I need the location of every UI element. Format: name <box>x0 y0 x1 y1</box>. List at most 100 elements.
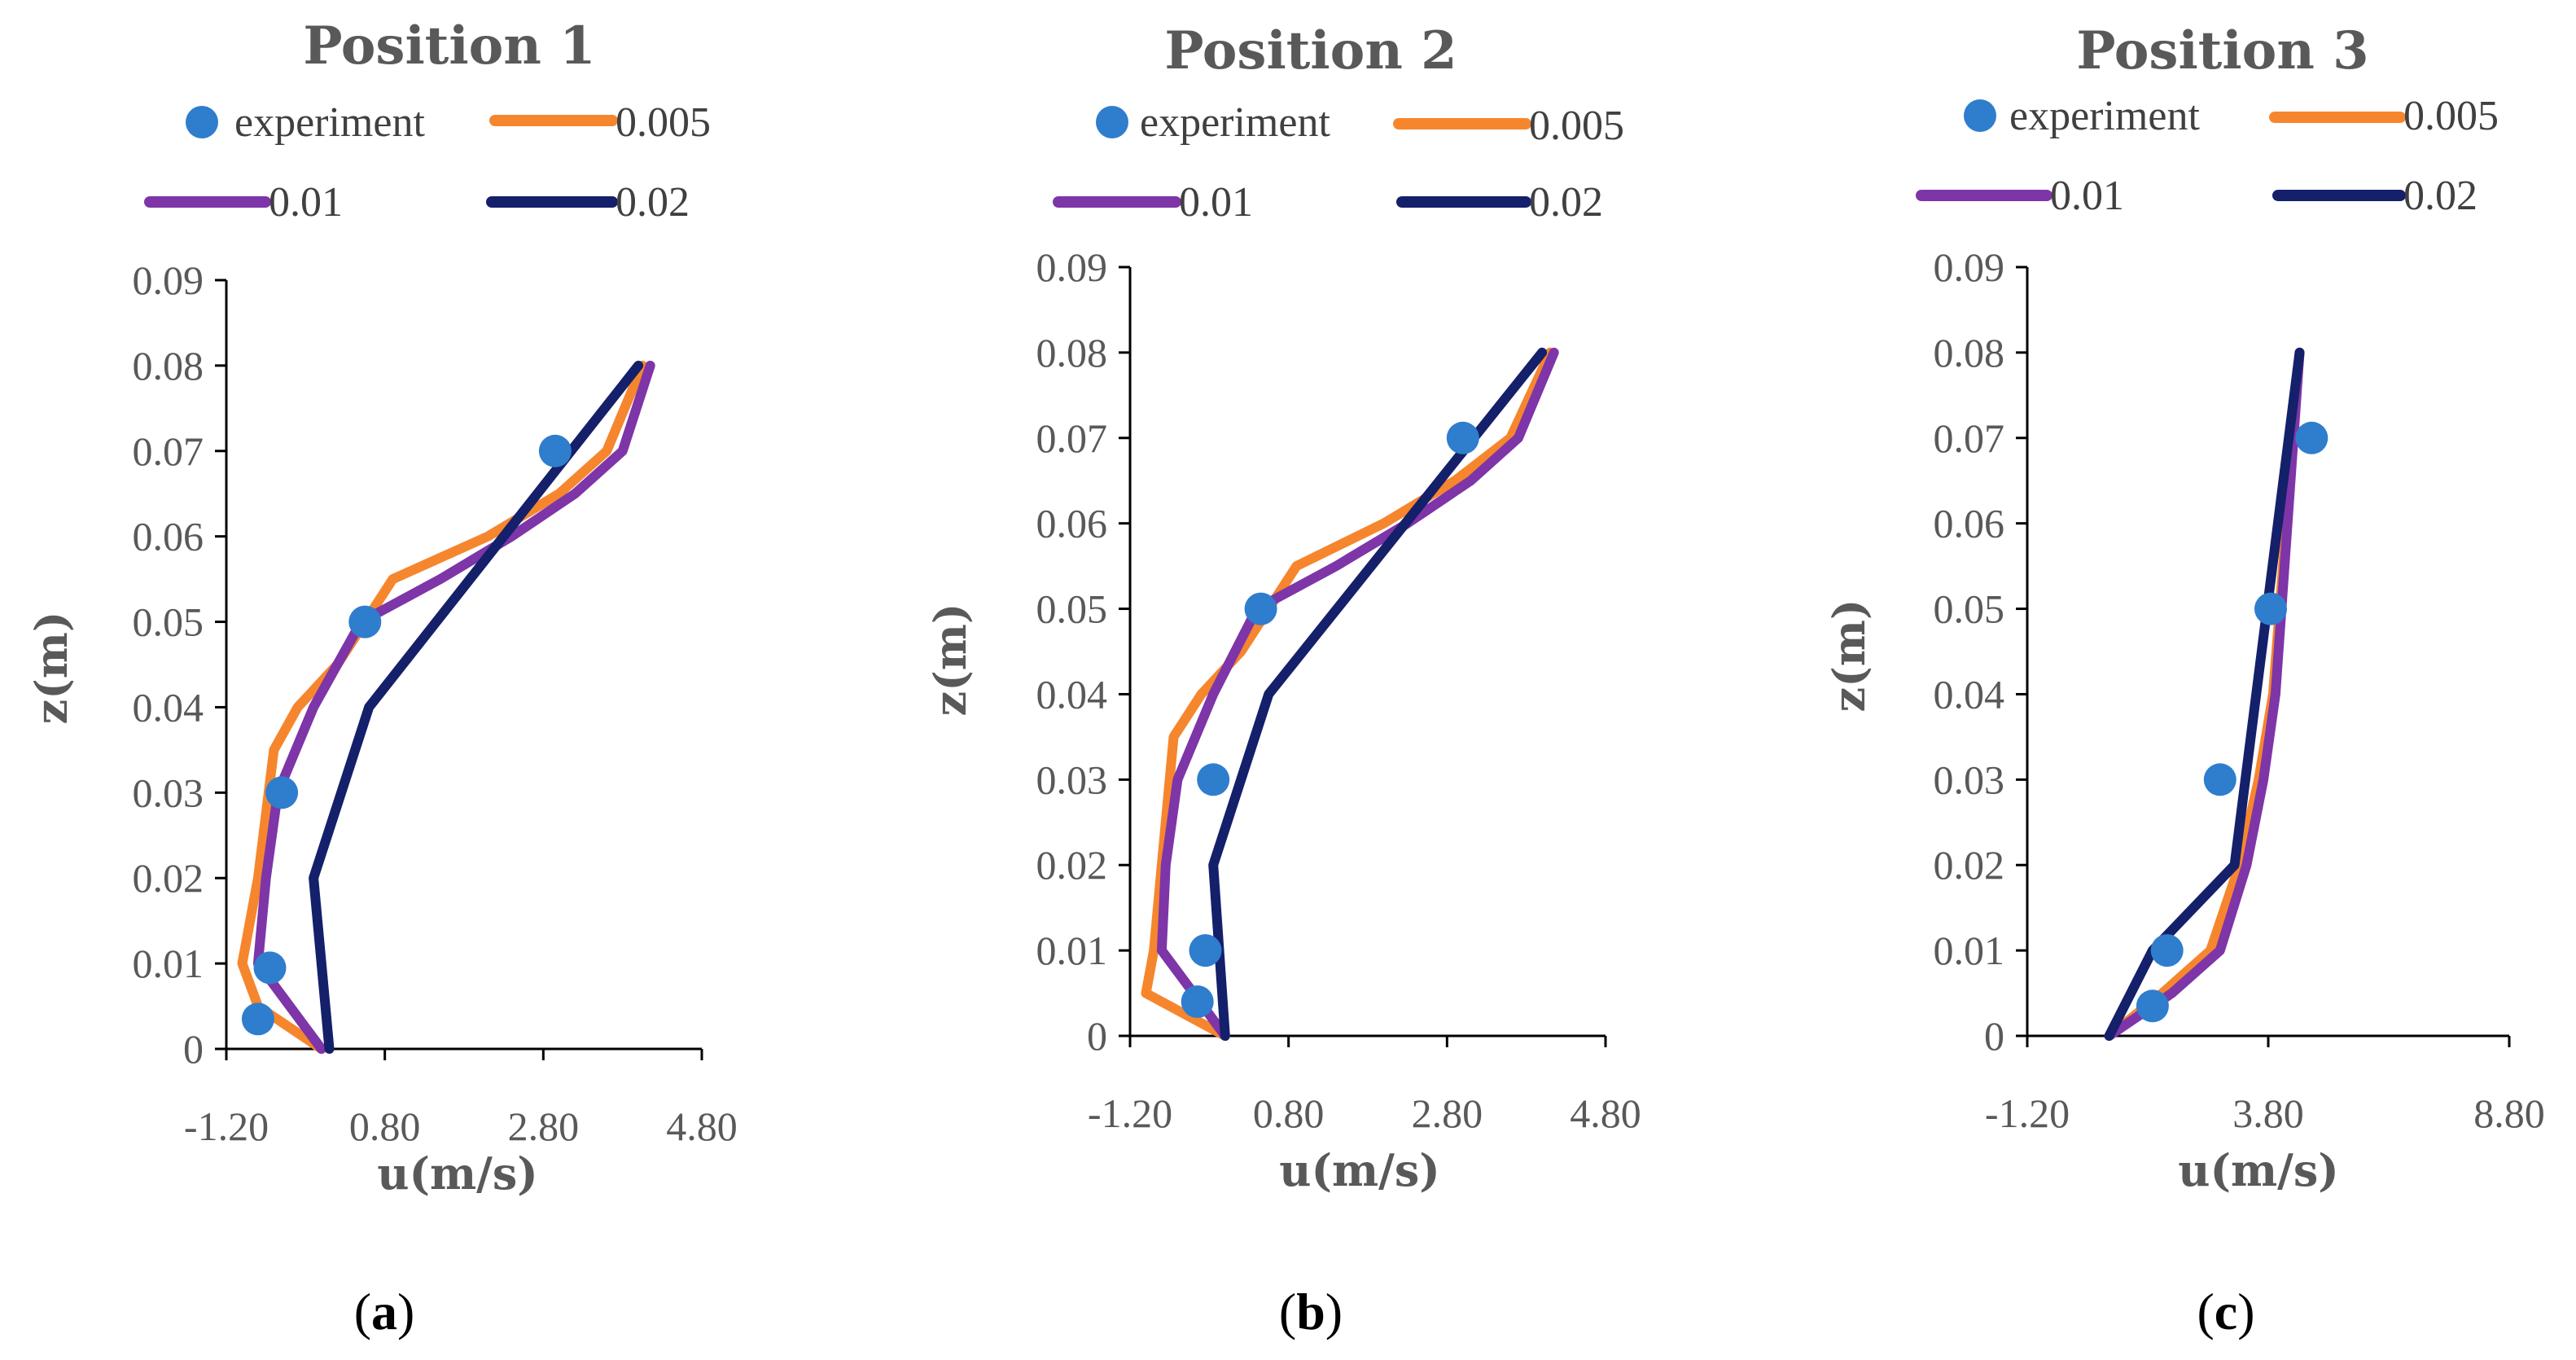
legend-label-0.02: 0.02 <box>2403 173 2477 219</box>
y-tick-label: 0.03 <box>1934 757 2005 802</box>
y-tick-label: 0.06 <box>1934 501 2005 546</box>
y-tick-label: 0.01 <box>133 941 204 986</box>
y-tick-label: 0.08 <box>133 343 204 388</box>
x-tick-label: 3.80 <box>2232 1090 2304 1136</box>
y-tick-label: 0.08 <box>1036 330 1108 375</box>
chart-title: Position 1 <box>303 15 595 77</box>
legend-label-0.02: 0.02 <box>1529 179 1603 226</box>
experiment-point <box>253 951 287 985</box>
series-line-0.02 <box>309 360 644 1054</box>
y-tick-label: 0.05 <box>1934 586 2005 632</box>
y-tick-label: 0.07 <box>1036 415 1108 461</box>
y-tick-label: 0.03 <box>133 770 204 815</box>
y-tick-label: 0.01 <box>1036 928 1108 973</box>
panel-b: Position 2 experiment 0.005 0.01 0.02 0 … <box>924 20 1641 1340</box>
legend-label-0.02: 0.02 <box>616 179 690 226</box>
legend-label-experiment: experiment <box>1140 99 1330 146</box>
y-tick-label: 0.04 <box>1934 671 2005 717</box>
experiment-point <box>2295 421 2328 454</box>
y-tick-label: 0.01 <box>1934 928 2005 973</box>
x-axis-title: u(m/s) <box>2178 1144 2339 1196</box>
x-tick-label: 4.80 <box>1570 1090 1641 1136</box>
panel-label: (c) <box>2197 1283 2254 1340</box>
experiment-point <box>1446 421 1479 454</box>
x-tick-labels: -1.20 3.80 8.80 <box>1985 1090 2545 1136</box>
experiment-point <box>1189 934 1222 967</box>
x-tick-label: 0.80 <box>1253 1090 1325 1136</box>
y-tick-label: 0.04 <box>1036 671 1108 717</box>
series-line-0.01 <box>2104 347 2305 1041</box>
panel-label: (a) <box>354 1283 415 1340</box>
experiment-point <box>241 1002 274 1036</box>
legend-label-0.01: 0.01 <box>2050 173 2124 219</box>
x-axis-title: u(m/s) <box>1279 1144 1440 1196</box>
experiment-point <box>2136 989 2169 1023</box>
x-tick-label: -1.20 <box>184 1103 269 1149</box>
y-tick-label: 0.09 <box>1934 244 2005 290</box>
plot-area <box>215 279 703 1060</box>
panel-c: Position 3 experiment 0.005 0.01 0.02 0 … <box>1823 20 2545 1340</box>
y-tick-label: 0.07 <box>1934 415 2005 461</box>
y-tick-label: 0.02 <box>133 855 204 901</box>
series-line-0.01 <box>1156 347 1559 1041</box>
series-line-0.005 <box>1141 347 1555 1041</box>
y-tick-label: 0.05 <box>133 599 204 645</box>
y-tick-label: 0 <box>1087 1013 1107 1059</box>
y-axis-title: z(m) <box>924 603 976 717</box>
y-tick-label: 0.02 <box>1036 842 1108 888</box>
y-axis-title: z(m) <box>25 612 77 725</box>
y-tick-label: 0.07 <box>133 428 204 474</box>
y-tick-label: 0.09 <box>1036 244 1108 290</box>
x-tick-labels: -1.20 0.80 2.80 4.80 <box>184 1103 738 1149</box>
x-tick-label: 2.80 <box>1412 1090 1483 1136</box>
experiment-point <box>1181 985 1214 1018</box>
experiment-point <box>265 776 299 809</box>
experiment-point <box>2203 763 2236 796</box>
x-tick-labels: -1.20 0.80 2.80 4.80 <box>1088 1090 1641 1136</box>
experiment-point <box>2254 592 2287 625</box>
y-tick-label: 0.02 <box>1934 842 2005 888</box>
y-tick-label: 0 <box>1984 1013 2004 1059</box>
y-tick-label: 0 <box>183 1026 204 1072</box>
x-axis-title: u(m/s) <box>377 1147 538 1200</box>
y-tick-label: 0.09 <box>133 257 204 303</box>
y-tick-label: 0.04 <box>133 684 204 730</box>
x-tick-label: 8.80 <box>2473 1090 2545 1136</box>
y-tick-label: 0.06 <box>1036 501 1108 546</box>
x-tick-label: -1.20 <box>1985 1090 2070 1136</box>
x-tick-label: 2.80 <box>508 1103 580 1149</box>
legend: experiment 0.005 0.01 0.02 <box>144 99 711 226</box>
legend-label-0.005: 0.005 <box>2403 93 2499 139</box>
y-tick-labels: 0 0.01 0.02 0.03 0.04 0.05 0.06 0.07 0.0… <box>133 257 204 1072</box>
x-tick-label: -1.20 <box>1088 1090 1172 1136</box>
legend: experiment 0.005 0.01 0.02 <box>1916 93 2499 219</box>
y-tick-labels: 0 0.01 0.02 0.03 0.04 0.05 0.06 0.07 0.0… <box>1934 244 2005 1059</box>
legend-label-experiment: experiment <box>234 99 425 146</box>
series-line-0.005 <box>237 360 647 1054</box>
x-tick-label: 4.80 <box>666 1103 738 1149</box>
y-tick-label: 0.06 <box>133 514 204 559</box>
legend-label-experiment: experiment <box>2009 93 2200 139</box>
experiment-point <box>2150 934 2184 967</box>
panel-label-letter: a <box>371 1283 397 1340</box>
panel-label-letter: b <box>1296 1283 1325 1340</box>
legend-label-0.005: 0.005 <box>616 99 711 146</box>
plot-area <box>1119 265 1607 1047</box>
legend-label-0.005: 0.005 <box>1529 103 1624 149</box>
legend-marker-experiment <box>1964 99 1996 132</box>
experiment-point <box>1197 763 1230 796</box>
legend: experiment 0.005 0.01 0.02 <box>1053 99 1624 226</box>
y-tick-labels: 0 0.01 0.02 0.03 0.04 0.05 0.06 0.07 0.0… <box>1036 244 1108 1059</box>
legend-label-0.01: 0.01 <box>269 179 343 226</box>
chart-title: Position 2 <box>1164 20 1457 81</box>
experiment-point <box>348 605 382 638</box>
y-axis-title: z(m) <box>1823 599 1875 713</box>
panel-a: Position 1 experiment 0.005 0.01 0.02 0 … <box>25 15 738 1340</box>
chart-title: Position 3 <box>2076 20 2368 81</box>
y-tick-label: 0.08 <box>1934 330 2005 375</box>
panel-label-letter: c <box>2215 1283 2237 1340</box>
x-tick-label: 0.80 <box>349 1103 421 1149</box>
legend-marker-experiment <box>1096 106 1128 138</box>
legend-label-0.01: 0.01 <box>1179 179 1253 226</box>
